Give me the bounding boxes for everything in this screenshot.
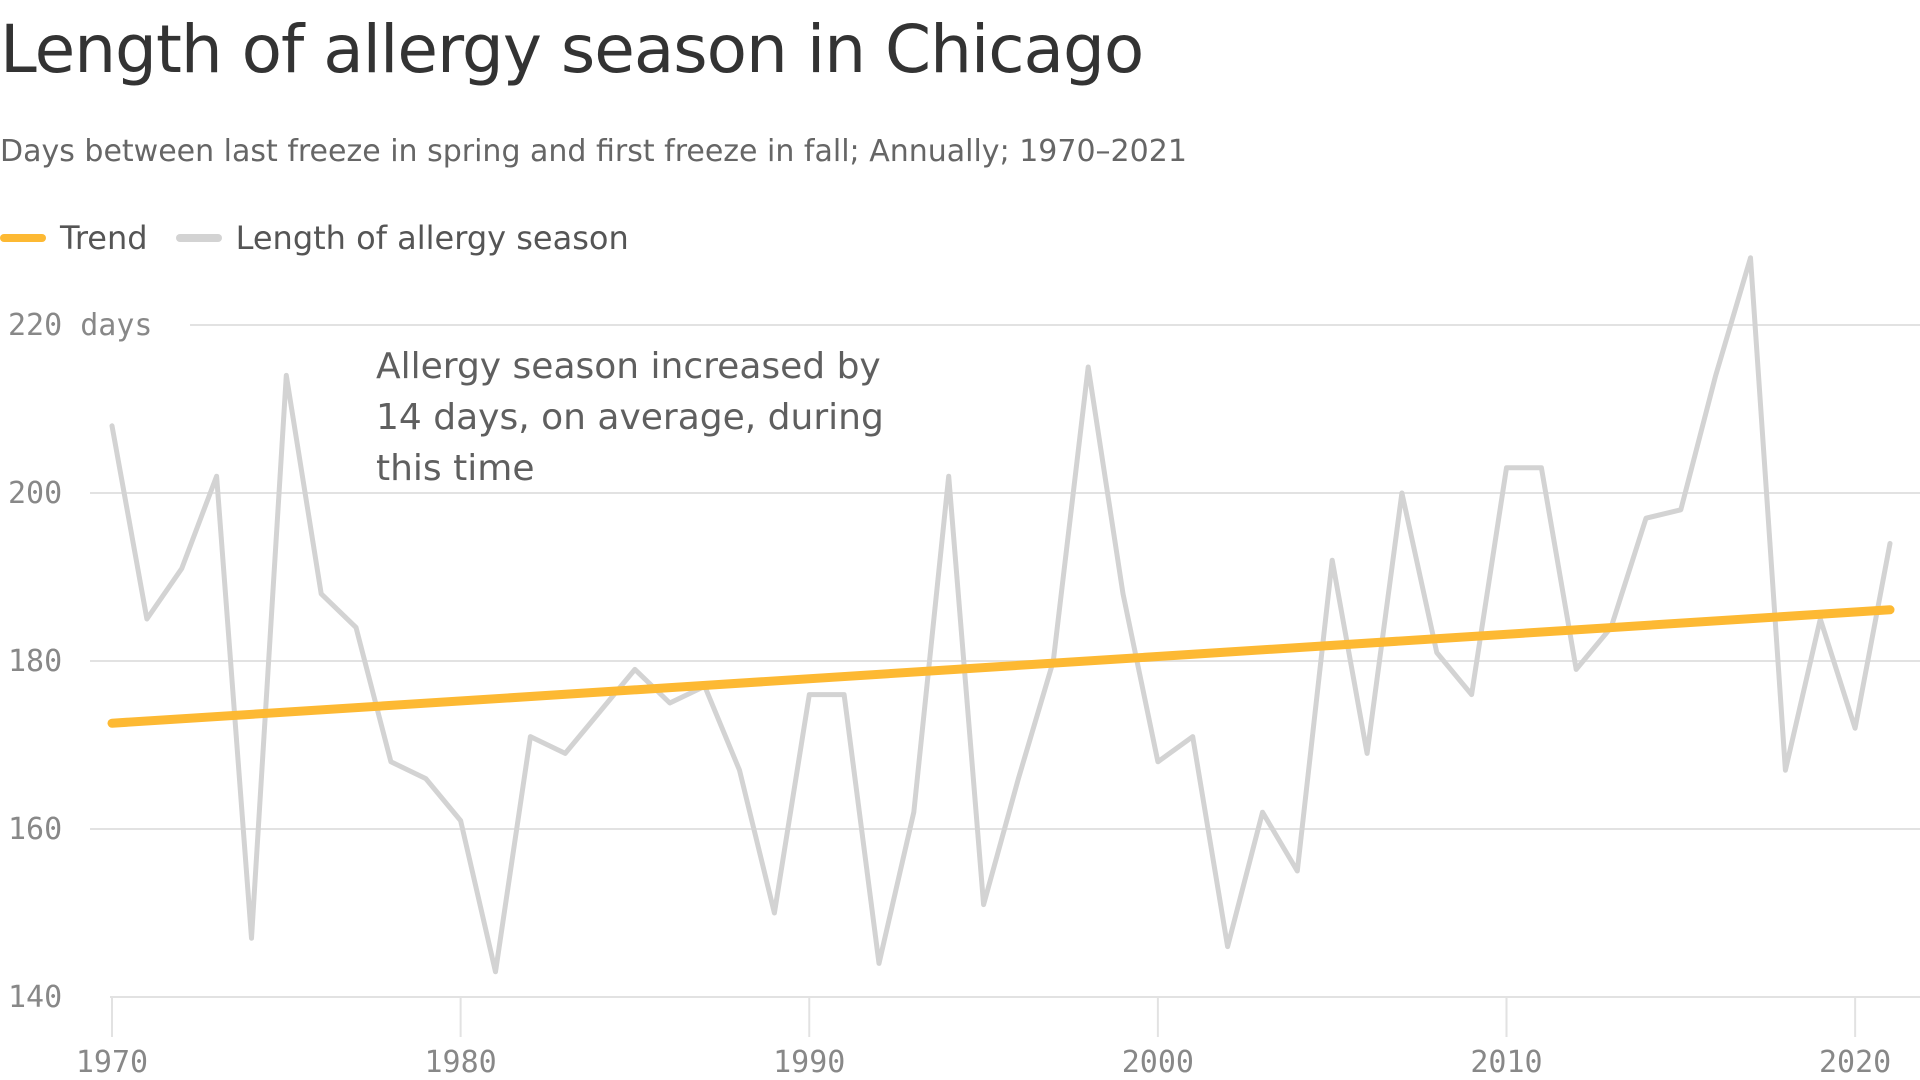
annotation-line-2: 14 days, on average, during — [376, 397, 884, 438]
grid-layer — [90, 324, 1920, 998]
chart-title: Length of allergy season in Chicago — [0, 11, 1144, 88]
y-tick-label-180: 180 — [8, 644, 62, 679]
x-axis-ticks: 1970 1980 1990 2000 2010 2020 — [76, 997, 1891, 1080]
y-tick-label-220: 220 days — [8, 308, 153, 343]
allergy-season-line — [109, 255, 1893, 975]
x-tick-label-2010: 2010 — [1470, 1045, 1542, 1080]
legend-label-trend: Trend — [60, 219, 148, 257]
y-tick-label-140: 140 — [8, 980, 62, 1015]
x-tick-label-1970: 1970 — [76, 1045, 148, 1080]
y-axis-ticks: 140 160 180 200 220 days — [8, 308, 153, 1015]
series-layer — [107, 255, 1895, 975]
legend-label-series: Length of allergy season — [235, 219, 629, 257]
legend-item-trend: Trend — [0, 219, 148, 257]
chart-subtitle: Days between last freeze in spring and f… — [0, 134, 1187, 169]
annotation-line-1: Allergy season increased by — [376, 346, 881, 387]
annotation-layer: Allergy season increased by 14 days, on a… — [376, 346, 884, 489]
x-tick-label-2020: 2020 — [1819, 1045, 1891, 1080]
annotation-line-3: this time — [376, 448, 534, 489]
legend-swatch-series — [175, 234, 222, 242]
legend-item-series: Length of allergy season — [175, 219, 629, 257]
legend-swatch-trend — [0, 234, 46, 242]
x-tick-label-1990: 1990 — [773, 1045, 845, 1080]
x-tick-label-2000: 2000 — [1122, 1045, 1194, 1080]
legend: Trend Length of allergy season — [0, 218, 657, 258]
y-tick-label-160: 160 — [8, 812, 62, 847]
trend-line — [107, 605, 1895, 728]
y-tick-label-200: 200 — [8, 476, 62, 511]
x-tick-label-1980: 1980 — [425, 1045, 497, 1080]
